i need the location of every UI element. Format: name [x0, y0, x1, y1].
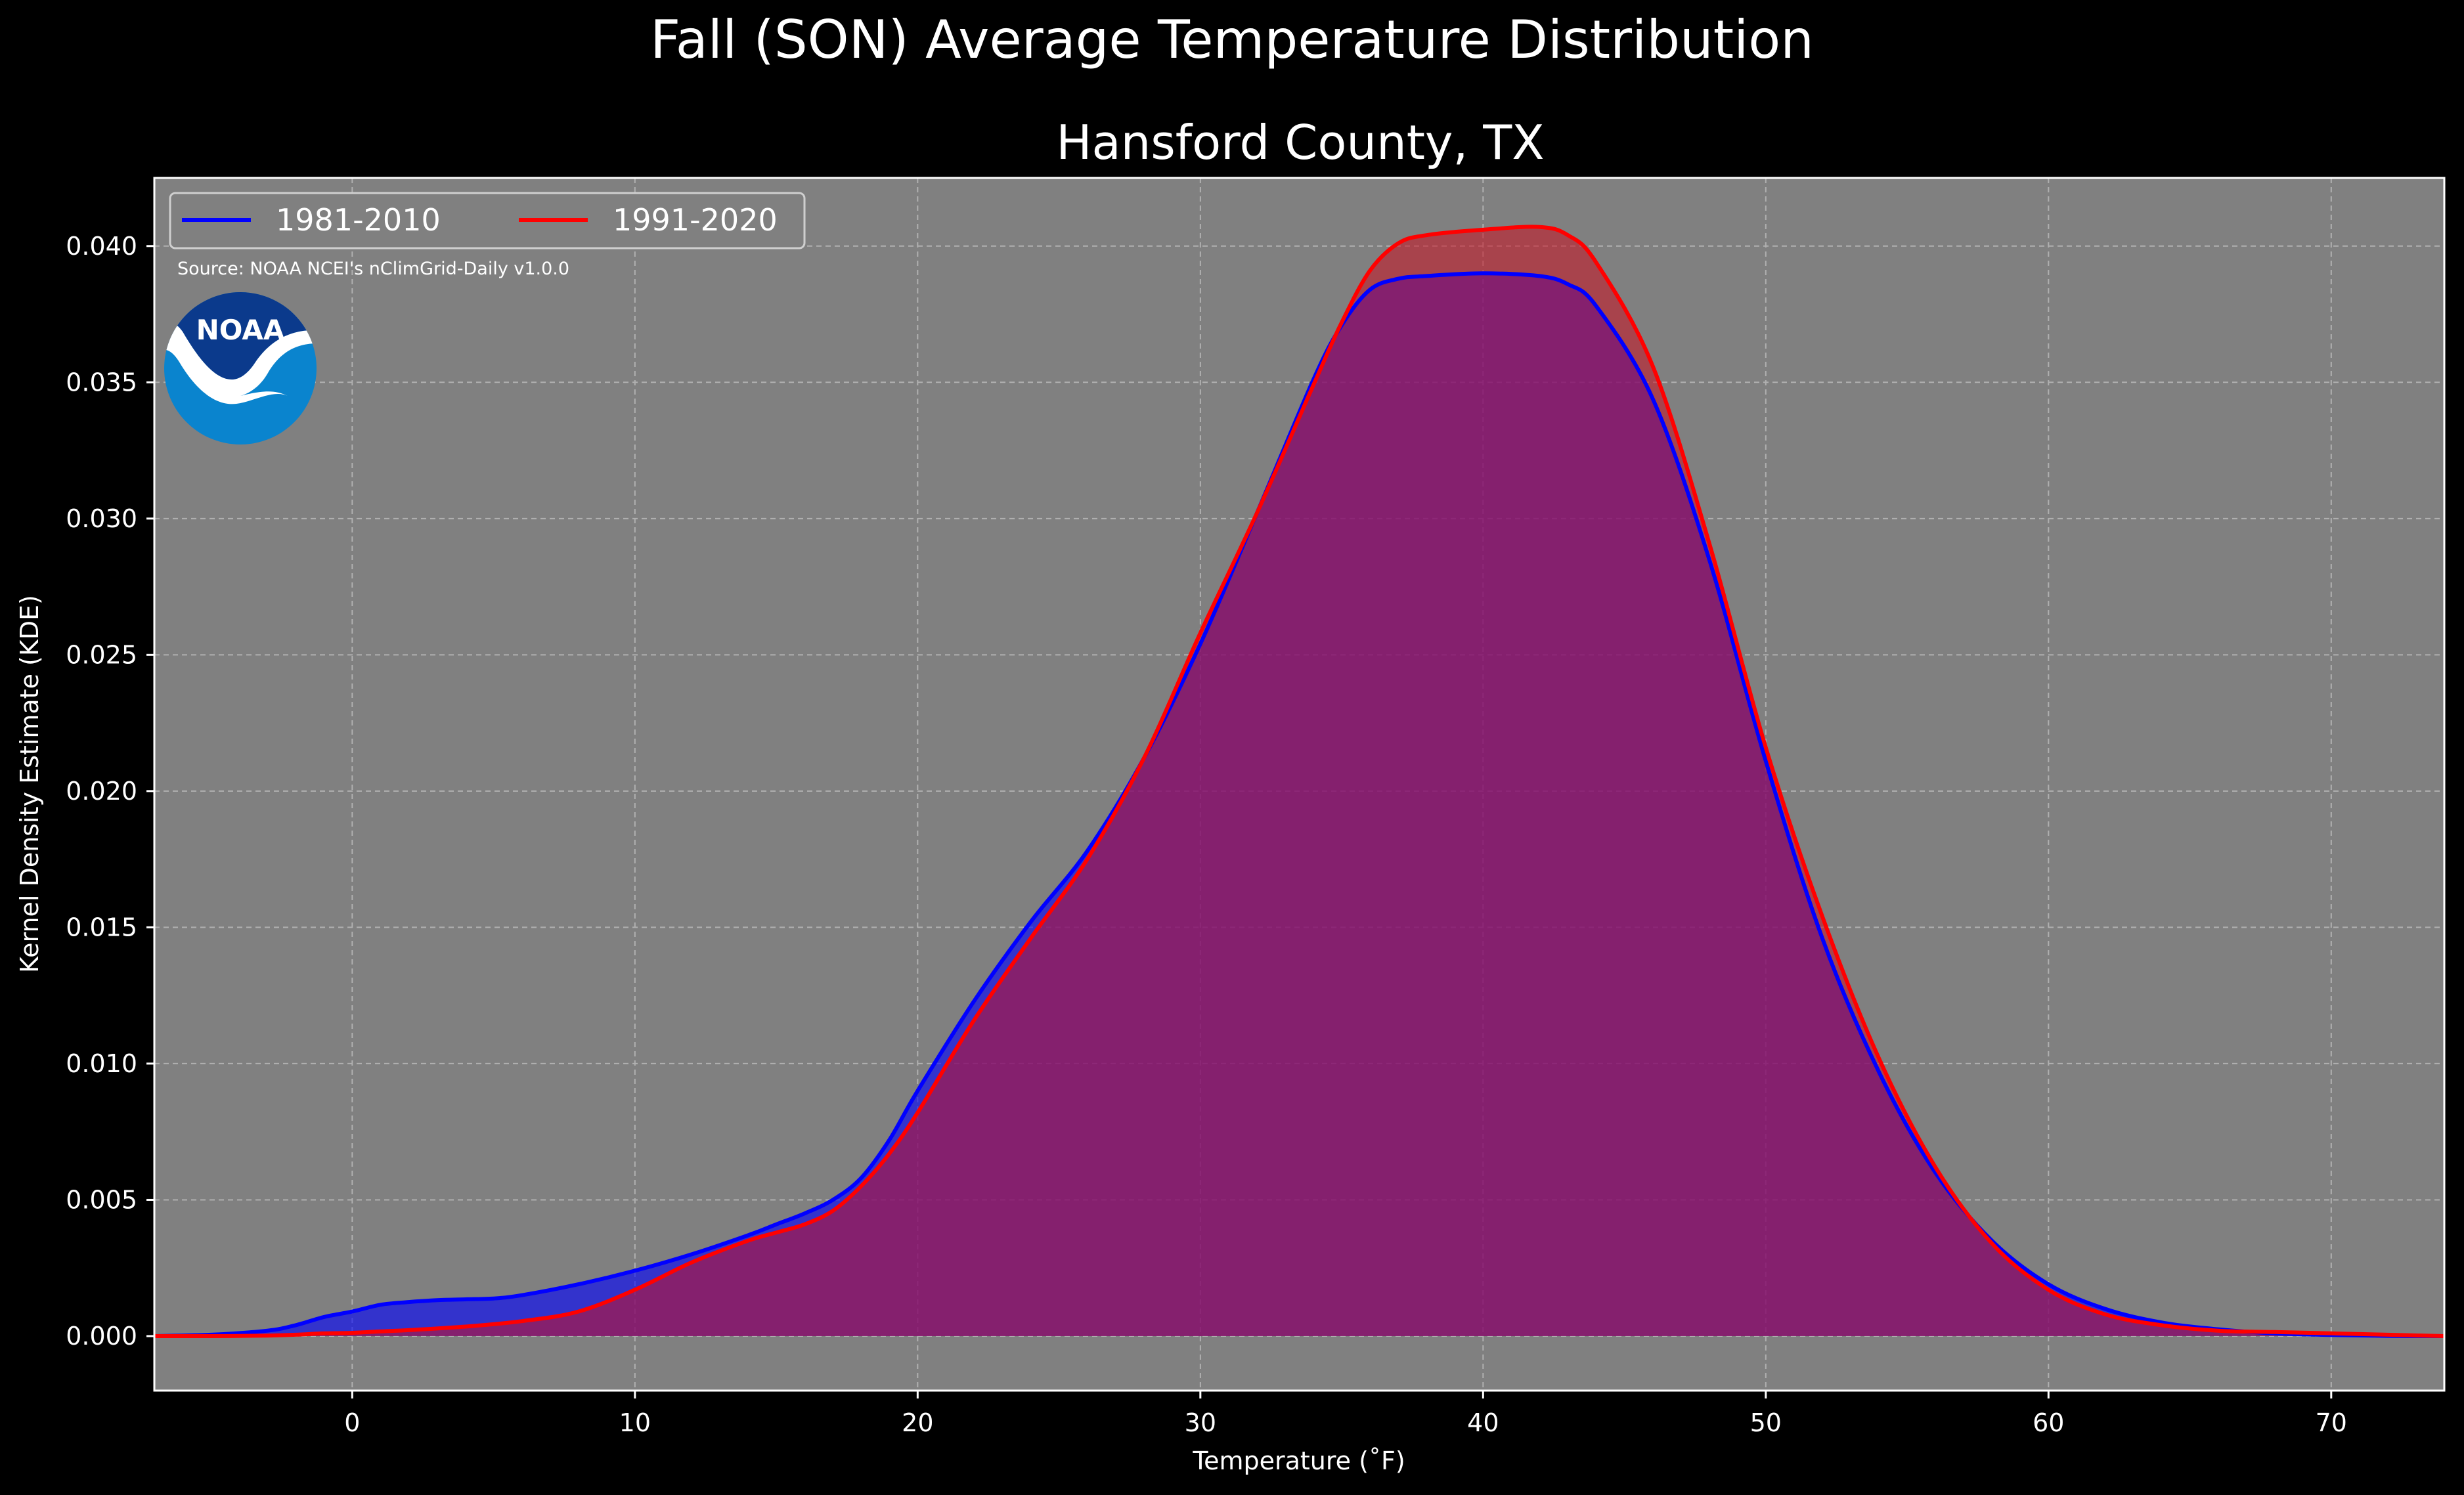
x-axis-label: Temperature (˚F) [1192, 1446, 1405, 1475]
series-layer [154, 225, 2445, 1339]
noaa-logo-icon: NOAA [164, 292, 317, 444]
legend-label-1991-2020: 1991-2020 [613, 202, 778, 238]
logo-text: NOAA [196, 314, 285, 346]
y-tick-label: 0.000 [66, 1322, 137, 1351]
legend-frame [169, 192, 806, 249]
y-tick-label: 0.035 [66, 368, 137, 397]
x-tick-label: 0 [344, 1408, 360, 1437]
series-line-1991-2020 [154, 225, 2445, 1339]
chart-subtitle: Hansford County, TX [1056, 115, 1544, 170]
x-tick-label: 40 [1467, 1408, 1499, 1437]
chart-title: Fall (SON) Average Temperature Distribut… [650, 9, 1814, 70]
y-axis-label: Kernel Density Estimate (KDE) [15, 595, 44, 973]
x-axis-ticks: 0 10 20 30 40 50 60 70 [344, 1391, 2347, 1437]
x-tick-label: 50 [1750, 1408, 1782, 1437]
y-tick-label: 0.015 [66, 913, 137, 942]
x-tick-label: 60 [2033, 1408, 2064, 1437]
y-axis-ticks: 0.000 0.005 0.010 0.015 0.020 0.025 0.030 0.035… [66, 232, 154, 1351]
legend-label-1981-2010: 1981-2010 [276, 202, 441, 238]
plot-area-frame [153, 177, 2446, 1392]
legend: 1981-2010 1991-2020 [169, 192, 806, 249]
y-tick-label: 0.005 [66, 1185, 137, 1214]
y-tick-label: 0.040 [66, 232, 137, 261]
y-tick-label: 0.030 [66, 504, 137, 533]
x-tick-label: 30 [1185, 1408, 1216, 1437]
x-tick-label: 70 [2316, 1408, 2347, 1437]
source-annotation: Source: NOAA NCEI's nClimGrid-Daily v1.0… [177, 259, 569, 279]
y-tick-label: 0.025 [66, 640, 137, 669]
y-tick-label: 0.010 [66, 1049, 137, 1078]
y-tick-label: 0.020 [66, 777, 137, 806]
x-tick-label: 20 [902, 1408, 933, 1437]
x-tick-label: 10 [619, 1408, 651, 1437]
